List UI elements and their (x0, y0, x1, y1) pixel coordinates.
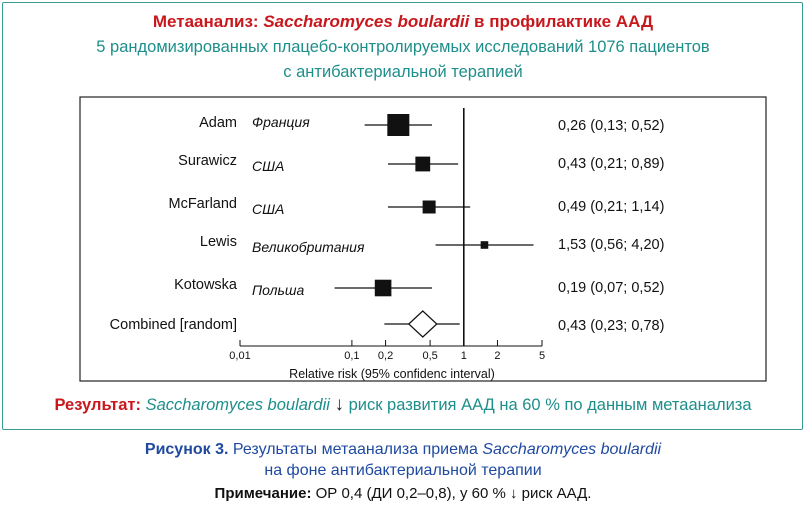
study-country: Франция (252, 114, 310, 130)
x-axis-label: Relative risk (95% confidenc interval) (289, 367, 495, 381)
title-prefix: Метаанализ: (152, 12, 259, 31)
study-author: Adam (199, 115, 237, 131)
title-species: Saccharomyces boulardii (263, 12, 470, 31)
study-country: США (252, 201, 284, 217)
result-line: Результат: Saccharomyces boulardii ↓ рис… (0, 394, 806, 416)
title-suffix: в профилактике ААД (474, 12, 654, 31)
study-author: Surawicz (178, 153, 237, 169)
x-tick-label: 0,2 (378, 350, 393, 362)
figure-title: Метаанализ: Saccharomyces boulardii в пр… (0, 12, 806, 32)
study-country: Великобритания (252, 239, 365, 255)
combined-label: Combined [random] (110, 317, 237, 333)
note-line: Примечание: ОР 0,4 (ДИ 0,2–0,8), у 60 % … (0, 485, 806, 502)
study-estimate-label: 0,26 (0,13; 0,52) (558, 118, 664, 134)
figure-frame (2, 2, 803, 430)
x-tick-label: 2 (494, 350, 500, 362)
study-country: США (252, 158, 284, 174)
effect-marker (422, 200, 436, 214)
effect-marker (387, 114, 410, 136)
note-label: Примечание: (214, 485, 312, 502)
study-author: Kotowska (174, 277, 238, 293)
effect-marker (480, 241, 489, 249)
x-tick-label: 5 (539, 350, 545, 362)
result-text: риск развития ААД на 60 % по данным мета… (348, 396, 752, 414)
figure-caption: Рисунок 3. Результаты метаанализа приема… (0, 441, 806, 459)
result-species: Saccharomyces boulardii (145, 396, 330, 414)
combined-estimate-label: 0,43 (0,23; 0,78) (558, 318, 664, 334)
study-estimate-label: 0,43 (0,21; 0,89) (558, 156, 664, 172)
study-country: Польша (252, 282, 305, 298)
caption-species: Saccharomyces boulardii (482, 441, 662, 458)
x-tick-label: 0,5 (422, 350, 437, 362)
subtitle-line-1: 5 рандомизированных плацебо-контролируем… (96, 38, 710, 56)
combined-diamond (407, 310, 438, 338)
down-arrow-icon: ↓ (334, 394, 345, 415)
caption-line-2: на фоне антибактериальной терапии (264, 462, 542, 479)
x-tick-label: 0,1 (344, 350, 359, 362)
forest-plot: 0,01 0,1 0,2 0,5 1 2 5 Adam Франция 0,26 (0,13; 0… (79, 96, 767, 382)
caption-label: Рисунок 3. (144, 441, 229, 458)
study-author: Lewis (200, 234, 237, 250)
plot-frame (79, 96, 767, 382)
study-author: McFarland (169, 196, 238, 212)
x-tick-label: 0,01 (229, 350, 250, 362)
result-label: Результат: (54, 396, 141, 414)
study-estimate-label: 1,53 (0,56; 4,20) (558, 237, 664, 253)
x-tick-label: 1 (461, 350, 467, 362)
effect-marker (415, 156, 431, 172)
effect-marker (374, 279, 392, 297)
note-text: ОР 0,4 (ДИ 0,2–0,8), у 60 % ↓ риск ААД. (315, 485, 592, 502)
study-estimate-label: 0,49 (0,21; 1,14) (558, 199, 664, 215)
study-estimate-label: 0,19 (0,07; 0,52) (558, 280, 664, 296)
subtitle-line-2: с антибактериальной терапией (283, 63, 523, 81)
caption-text: Результаты метаанализа приема (232, 441, 478, 458)
